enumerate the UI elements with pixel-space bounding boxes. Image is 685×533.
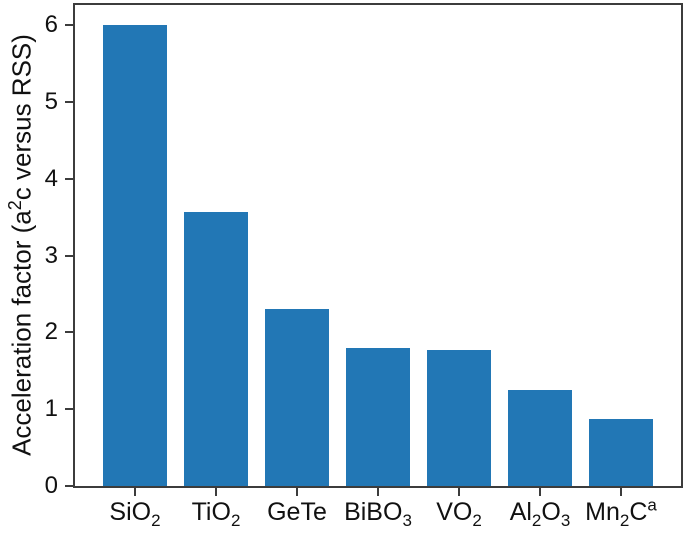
x-tick-label-segment: 2 [531, 511, 542, 530]
x-tick-label-segment: Al [509, 498, 532, 526]
x-tick-label-segment: SiO [109, 498, 152, 526]
x-tick-label-segment: GeTe [267, 498, 327, 526]
bar-bibo3 [345, 347, 411, 486]
y-tick-mark-0 [65, 485, 73, 487]
bar-vo2 [426, 350, 492, 486]
x-tick-mark-mn2ca [620, 488, 622, 496]
x-tick-mark-vo2 [458, 488, 460, 496]
x-tick-label-segment: TiO [191, 498, 231, 526]
y-axis-label-superscript: 2 [4, 200, 25, 211]
x-tick-label-segment: 3 [560, 511, 571, 530]
y-tick-mark-2 [65, 331, 73, 334]
x-tick-label-segment: a [647, 495, 657, 515]
y-tick-mark-1 [65, 408, 73, 411]
y-tick-label-6: 6 [44, 11, 58, 38]
y-tick-label-5: 5 [44, 87, 58, 115]
y-tick-mark-3 [65, 254, 73, 257]
x-tick-label-segment: BiBO [344, 498, 403, 526]
x-tick-label-segment: 2 [472, 511, 482, 530]
y-tick-label-3: 3 [44, 241, 58, 269]
y-tick-label-0: 0 [44, 472, 58, 499]
y-tick-label-1: 1 [44, 395, 58, 423]
y-tick-mark-4 [65, 177, 73, 180]
y-tick-label-4: 4 [44, 164, 58, 192]
x-tick-label-segment: 3 [402, 511, 412, 530]
plot-area [73, 3, 683, 488]
x-tick-label-segment: 2 [619, 511, 630, 530]
x-tick-label-al2o3: Al2O3 [460, 498, 620, 530]
x-tick-mark-gete [296, 488, 298, 496]
x-tick-mark-bibo3 [377, 488, 379, 496]
x-tick-label-bibo3: BiBO3 [298, 498, 458, 530]
x-tick-label-segment: C [629, 498, 648, 526]
bar-sio2 [102, 25, 168, 486]
x-tick-label-segment: VO [436, 498, 473, 526]
y-tick-mark-6 [65, 24, 73, 26]
x-tick-label-tio2: TiO2 [136, 498, 296, 530]
y-tick-label-2: 2 [44, 318, 58, 346]
x-tick-label-vo2: VO2 [379, 498, 539, 530]
x-tick-label-segment: Mn [585, 498, 620, 526]
bar-gete [264, 309, 330, 486]
bar-al2o3 [507, 390, 573, 486]
x-tick-label-mn2ca: Mn2Ca [541, 495, 685, 529]
x-tick-label-segment: 2 [151, 511, 161, 530]
x-tick-label-gete: GeTe [217, 499, 377, 526]
x-tick-label-segment: O [541, 498, 561, 526]
bar-mn2ca [588, 419, 654, 486]
x-tick-mark-sio2 [134, 488, 136, 496]
bar-tio2 [183, 211, 249, 486]
x-tick-label-sio2: SiO2 [55, 498, 215, 530]
x-tick-mark-al2o3 [539, 488, 541, 496]
x-tick-label-segment: 2 [230, 511, 241, 530]
x-tick-mark-tio2 [215, 488, 217, 496]
y-tick-mark-5 [65, 100, 73, 103]
